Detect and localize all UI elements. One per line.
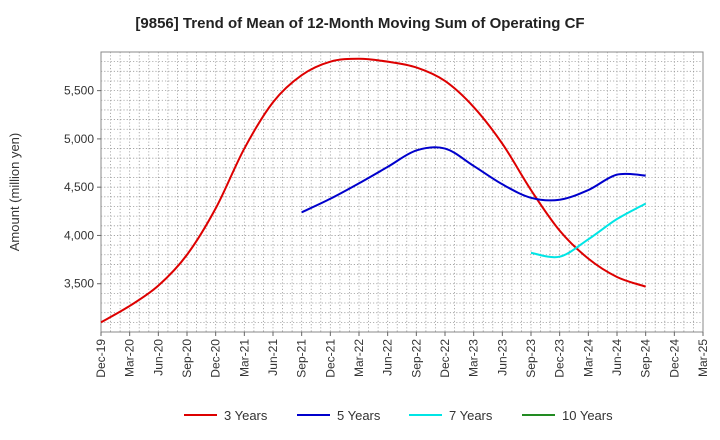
x-tick-label: Jun-21 — [266, 339, 280, 376]
x-tick-label: Dec-20 — [209, 339, 223, 378]
grid — [101, 52, 703, 332]
x-tick-label: Dec-23 — [553, 339, 567, 378]
series-line-5-years — [301, 146, 646, 214]
y-tick-label: 4,500 — [64, 180, 94, 194]
y-axis: 3,500 4,000 4,500 5,000 5,500 — [64, 84, 101, 291]
x-tick-label: Mar-20 — [123, 339, 137, 377]
y-tick-label: 5,000 — [64, 132, 94, 146]
legend-label-5-years: 5 Years — [337, 408, 381, 423]
y-tick-label: 4,000 — [64, 228, 94, 242]
x-tick-label: Sep-21 — [295, 339, 309, 378]
x-tick-label: Dec-21 — [323, 339, 337, 378]
x-tick-label: Dec-24 — [667, 339, 681, 378]
legend-label-3-years: 3 Years — [224, 408, 268, 423]
y-axis-label: Amount (million yen) — [7, 133, 22, 252]
x-tick-label: Mar-23 — [467, 339, 481, 377]
x-tick-label: Mar-24 — [581, 339, 595, 377]
series-line-3-years — [100, 57, 646, 324]
x-tick-label: Dec-19 — [94, 339, 108, 378]
x-tick-label: Sep-20 — [180, 339, 194, 378]
x-tick-label: Jun-20 — [151, 339, 165, 376]
x-tick-label: Mar-21 — [237, 339, 251, 377]
x-tick-label: Jun-23 — [495, 339, 509, 376]
series-lines — [100, 57, 647, 324]
plot-area — [100, 51, 704, 333]
x-tick-label: Sep-23 — [524, 339, 538, 378]
series-line-7-years — [530, 202, 647, 259]
legend-label-10-years: 10 Years — [562, 408, 613, 423]
x-tick-label: Jun-22 — [381, 339, 395, 376]
x-tick-label: Jun-24 — [610, 339, 624, 376]
y-tick-label: 3,500 — [64, 277, 94, 291]
x-axis: Dec-19 Mar-20 Jun-20 Sep-20 Dec-20 Mar-21 Jun-… — [94, 332, 710, 378]
x-tick-label: Mar-25 — [696, 339, 710, 377]
x-tick-label: Sep-22 — [409, 339, 423, 378]
chart-title: [9856] Trend of Mean of 12-Month Moving … — [135, 15, 584, 32]
legend-label-7-years: 7 Years — [449, 408, 493, 423]
legend: 3 Years 5 Years 7 Years 10 Years — [184, 408, 613, 423]
x-tick-label: Sep-24 — [639, 339, 653, 378]
y-tick-label: 5,500 — [64, 84, 94, 98]
x-tick-label: Dec-22 — [438, 339, 452, 378]
x-tick-label: Mar-22 — [352, 339, 366, 377]
